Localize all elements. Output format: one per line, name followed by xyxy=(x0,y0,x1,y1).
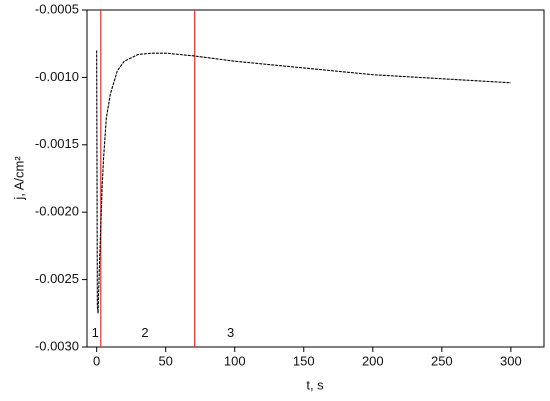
x-tick-label: 250 xyxy=(431,353,453,368)
y-axis-label: j, A/cm² xyxy=(11,156,26,201)
plot-frame xyxy=(86,9,545,348)
y-tick-label: -0.0020 xyxy=(35,204,79,219)
annotation: 1 xyxy=(92,325,99,340)
x-tick-label: 50 xyxy=(158,353,172,368)
data-line xyxy=(96,50,511,314)
x-tick-label: 200 xyxy=(362,353,384,368)
x-tick-label: 100 xyxy=(224,353,246,368)
y-tick-label: -0.0005 xyxy=(35,1,79,16)
x-axis-label: t, s xyxy=(306,377,324,392)
annotation: 3 xyxy=(227,325,234,340)
y-tick-label: -0.0030 xyxy=(35,338,79,353)
x-tick-label: 300 xyxy=(500,353,522,368)
annotation: 2 xyxy=(141,325,148,340)
x-tick-label: 150 xyxy=(293,353,315,368)
y-tick-label: -0.0010 xyxy=(35,69,79,84)
y-tick-label: -0.0015 xyxy=(35,136,79,151)
y-tick-label: -0.0025 xyxy=(35,271,79,286)
x-tick-label: 0 xyxy=(93,353,100,368)
